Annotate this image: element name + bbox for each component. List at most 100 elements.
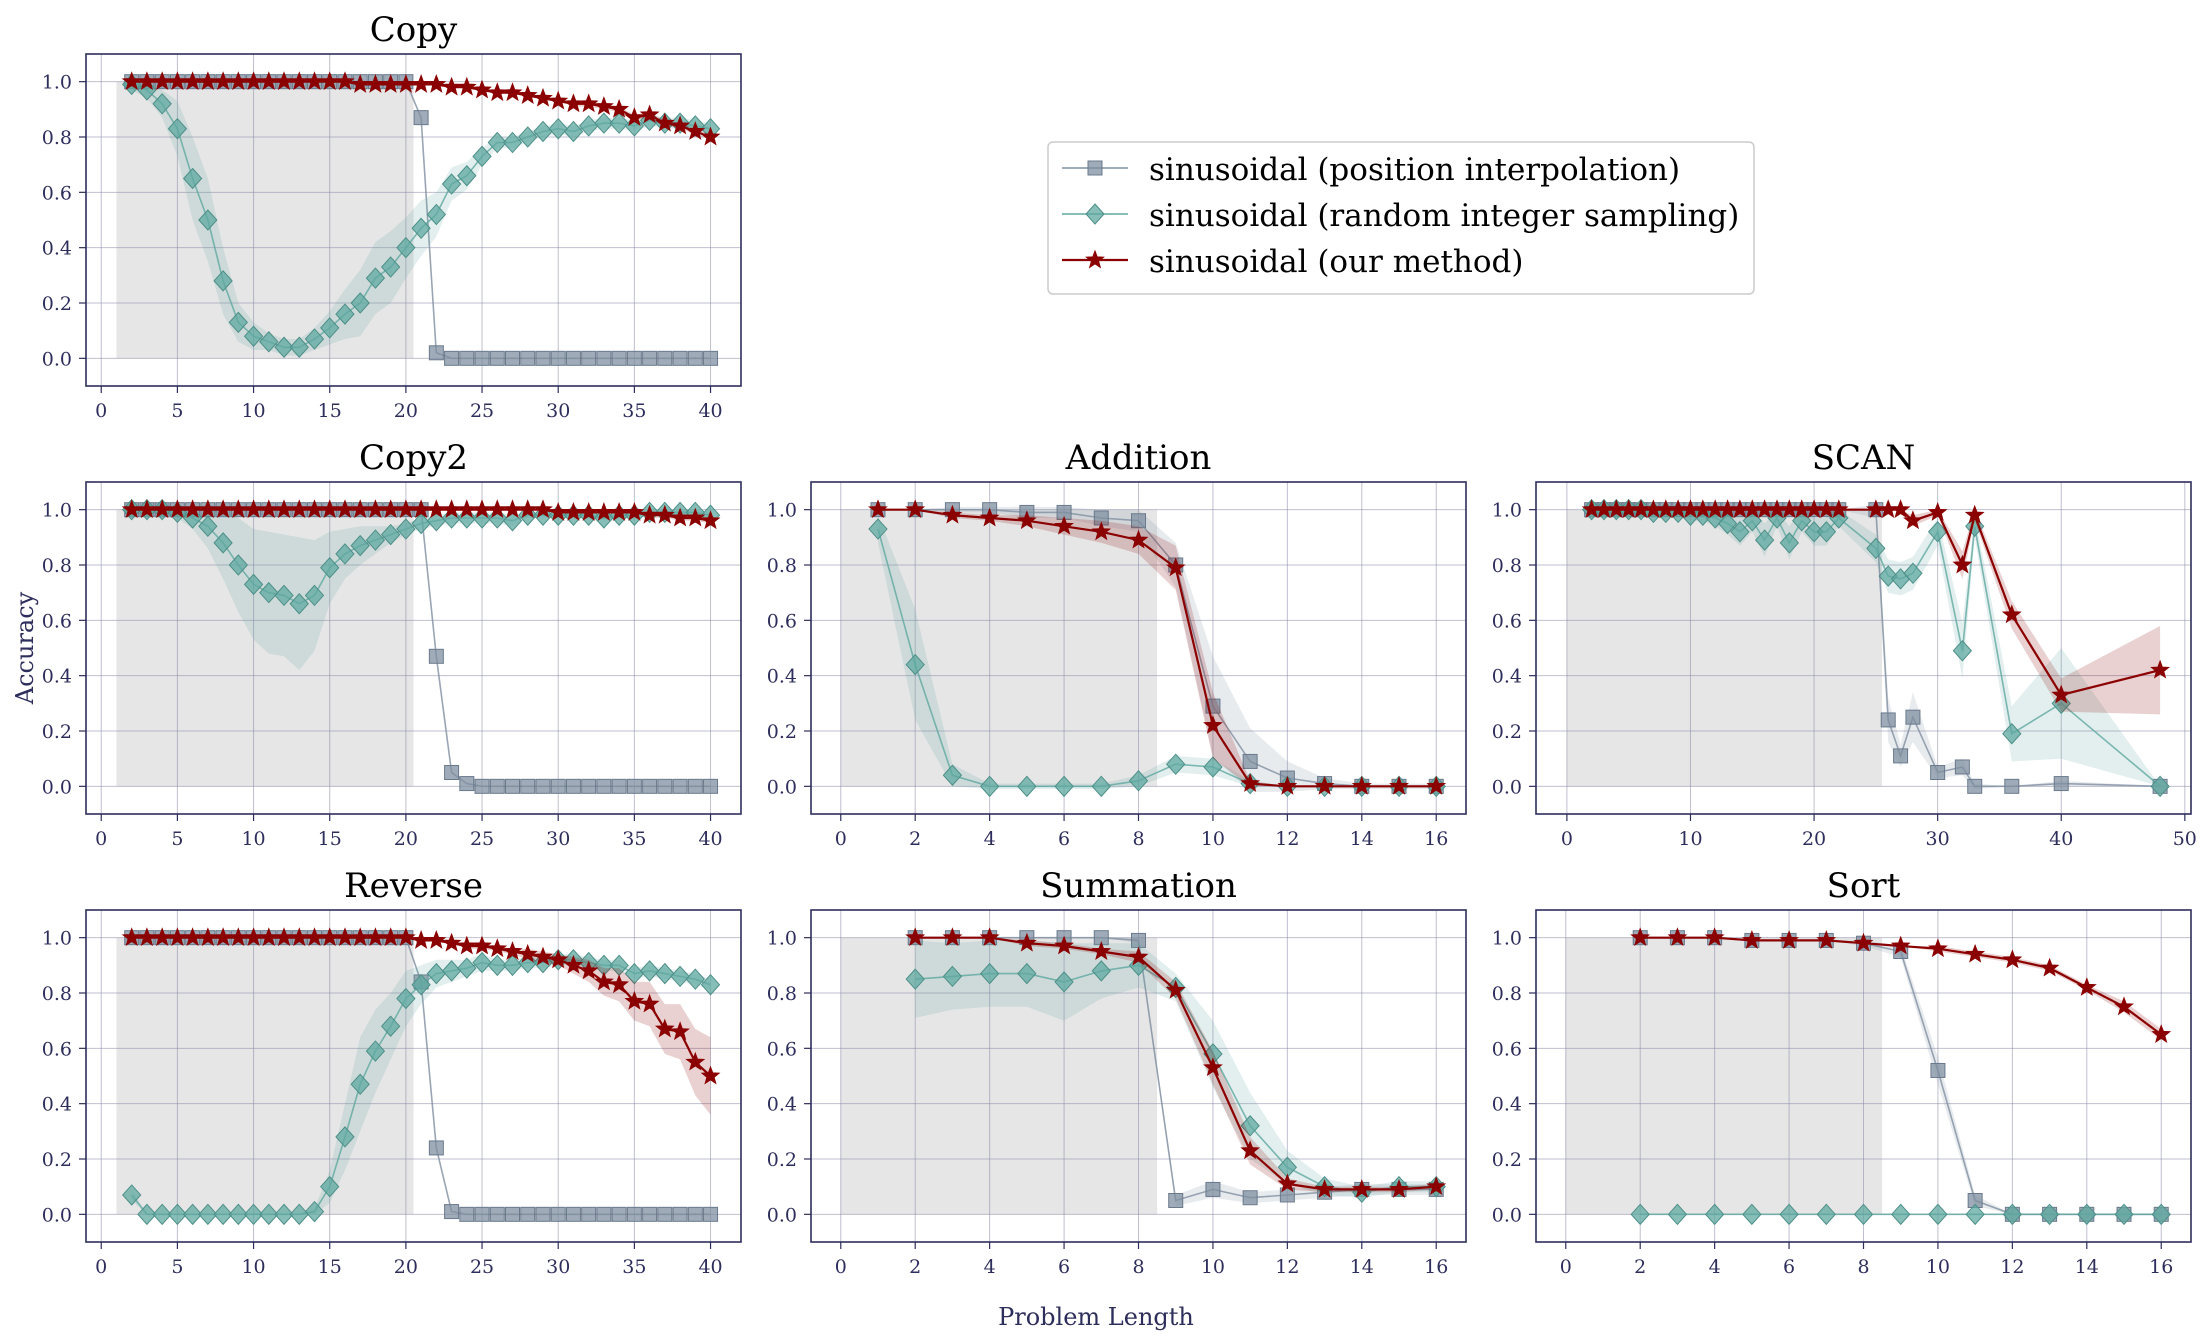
point-ri [457, 957, 477, 979]
point-ours [1389, 775, 1409, 795]
point-ri [259, 1203, 279, 1226]
x-tick-label: 10 [241, 1256, 265, 1278]
point-ours [1853, 932, 1874, 952]
y-tick-label: 0.6 [42, 182, 72, 204]
point-pi [642, 778, 658, 794]
point-pi [2004, 778, 2020, 794]
y-tick-label: 0.8 [767, 983, 797, 1005]
train-region-shade [1565, 937, 1883, 1215]
x-tick-label: 4 [1709, 1256, 1721, 1278]
point-ri [579, 115, 599, 137]
point-pi [444, 350, 460, 366]
legend-label-ri: sinusoidal (random integer sampling) [1149, 198, 1739, 234]
point-ours [1054, 935, 1074, 955]
panel-addition: 0 2 4 6 8 10 12 14 16 0.0 0.2 0.4 0.6 0.8 1.0 Addition [767, 438, 1467, 850]
point-ri [670, 965, 690, 988]
series-ours [1581, 499, 2171, 715]
x-tick-label: 10 [1201, 828, 1225, 850]
point-pi [611, 778, 627, 794]
point-pi [703, 350, 719, 366]
point-pi [1205, 1181, 1221, 1197]
x-tick-label: 35 [622, 400, 646, 422]
point-ri [274, 584, 294, 607]
x-tick-label: 4 [984, 1256, 996, 1278]
axes-frame [85, 481, 742, 815]
point-pi [1131, 513, 1146, 529]
point-ri [1903, 562, 1923, 585]
point-ours [1351, 1178, 1372, 1198]
point-ri [259, 330, 279, 353]
point-ri [335, 543, 355, 565]
point-pi [505, 1206, 521, 1222]
point-ri [1928, 1203, 1948, 1226]
series-ri [1630, 1203, 2171, 1226]
point-pi [489, 778, 505, 794]
point-ours [1091, 941, 1112, 960]
point-ours [942, 504, 963, 524]
x-tick-label: 30 [546, 1256, 570, 1278]
point-pi [2053, 776, 2069, 792]
x-tick-label: 10 [241, 400, 265, 422]
point-ours [624, 107, 645, 127]
point-pi [626, 1206, 642, 1222]
x-tick-label: 5 [171, 1256, 183, 1278]
point-pi [428, 345, 444, 361]
point-ri [1965, 1203, 1985, 1226]
point-ri [979, 962, 1000, 985]
point-ri [228, 1203, 248, 1226]
panel-title: Summation [1040, 866, 1237, 906]
point-ours [1165, 557, 1186, 577]
point-ours [578, 93, 599, 113]
series-ours [121, 499, 721, 530]
train-region-shade [116, 81, 414, 359]
point-ours [1314, 1178, 1335, 1198]
point-ri [2077, 1203, 2097, 1226]
series-ri [122, 949, 721, 1226]
x-tick-label: 2 [909, 1256, 921, 1278]
y-tick-label: 0.8 [42, 983, 72, 1005]
point-pi [672, 778, 688, 794]
point-ri [213, 1203, 233, 1226]
point-ours [654, 112, 675, 132]
point-ri [1054, 971, 1074, 993]
legend-label-pi: sinusoidal (position interpolation) [1149, 152, 1680, 188]
x-tick-label: 8 [1132, 1256, 1144, 1278]
axes-frame [85, 909, 742, 1243]
point-ours [868, 499, 888, 519]
point-ri [1866, 537, 1886, 560]
y-tick-label: 0.0 [42, 1204, 72, 1226]
point-ours [563, 954, 584, 974]
x-tick-label: 2 [909, 828, 921, 850]
x-tick-label: 30 [1926, 828, 1950, 850]
x-tick-label: 12 [1275, 1256, 1299, 1278]
point-ours [533, 499, 553, 519]
y-tick-label: 0.6 [42, 610, 72, 632]
point-ri [979, 775, 1000, 798]
point-ri [1742, 1203, 1762, 1226]
point-ri [1878, 565, 1898, 587]
point-pi [581, 778, 597, 794]
y-tick-label: 0.4 [1492, 666, 1522, 688]
point-pi [535, 778, 551, 794]
x-tick-label: 16 [1424, 828, 1448, 850]
x-tick-label: 6 [1783, 1256, 1795, 1278]
point-ri [1717, 512, 1738, 535]
y-tick-label: 0.4 [42, 666, 72, 688]
panel-title: Copy2 [359, 438, 468, 478]
point-ri [1730, 521, 1750, 543]
point-ours [472, 79, 492, 99]
point-ours [1964, 504, 1985, 524]
point-ours [548, 949, 569, 969]
point-ri [1017, 775, 1037, 798]
point-ri [396, 987, 416, 1010]
point-ri [274, 1203, 294, 1226]
point-ours [1016, 932, 1037, 952]
point-ours [905, 927, 926, 947]
point-ours [487, 938, 508, 958]
point-pi [489, 1206, 505, 1222]
x-tick-label: 10 [1201, 1256, 1225, 1278]
x-tick-label: 30 [546, 828, 570, 850]
y-tick-label: 0.0 [767, 776, 797, 798]
panel-reverse: 0 5 10 15 20 25 30 35 40 0.0 0.2 0.4 0.6 0.8 1.0 Revers… [42, 866, 742, 1278]
point-ours [1277, 775, 1298, 795]
